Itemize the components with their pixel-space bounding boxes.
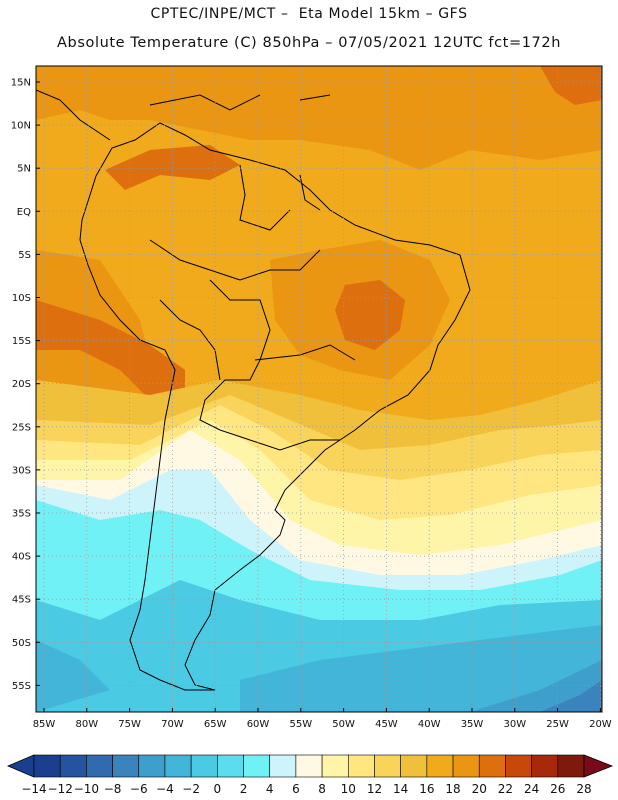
colorbar-swatch xyxy=(59,754,87,778)
colorbar-label: 2 xyxy=(240,782,248,796)
colorbar-swatch xyxy=(217,754,244,778)
longitude-label: 80W xyxy=(75,719,98,730)
longitude-label: 60W xyxy=(247,719,270,730)
colorbar-label: −8 xyxy=(104,782,122,796)
colorbar-label: 24 xyxy=(524,782,539,796)
colorbar xyxy=(6,754,614,778)
longitude-labels: 85W 80W 75W 70W 65W 60W 55W 50W 45W 40W 35W 30W 25W 2… xyxy=(33,708,612,730)
longitude-label: 20W xyxy=(589,719,612,730)
latitude-label: 15N xyxy=(11,78,31,89)
colorbar-label: 20 xyxy=(472,782,487,796)
colorbar-swatch xyxy=(452,754,480,778)
colorbar-label: −14 xyxy=(21,782,46,796)
colorbar-swatch xyxy=(138,754,166,778)
map-title: CPTEC/INPE/MCT – Eta Model 15km – GFS xyxy=(150,6,468,22)
latitude-label: 35S xyxy=(12,509,31,520)
colorbar-label: 18 xyxy=(445,782,460,796)
colorbar-swatch xyxy=(33,754,61,778)
longitude-label: 70W xyxy=(161,719,184,730)
colorbar-label: 26 xyxy=(550,782,565,796)
latitude-label: 15S xyxy=(12,336,31,347)
longitude-label: 30W xyxy=(503,719,526,730)
longitude-label: 40W xyxy=(418,719,441,730)
colorbar-label: 10 xyxy=(341,782,356,796)
map-frame xyxy=(35,65,603,713)
map-subtitle: Absolute Temperature (C) 850hPa – 07/05/… xyxy=(57,35,561,51)
longitude-label: 55W xyxy=(289,719,312,730)
temperature-field xyxy=(36,66,602,712)
colorbar-swatch xyxy=(321,754,349,778)
colorbar-max-arrow xyxy=(583,754,614,778)
colorbar-swatch xyxy=(557,754,585,778)
latitude-labels: 15N 10N 5N EQ 5S 10S 15S 20S 25S 30S 35S 40S 45S 50S 5… xyxy=(11,78,40,692)
colorbar-label: −4 xyxy=(156,782,174,796)
colorbar-label: 16 xyxy=(419,782,434,796)
colorbar-swatch xyxy=(426,754,454,778)
colorbar-swatch xyxy=(190,754,218,778)
longitude-label: 85W xyxy=(33,719,56,730)
latitude-label: 20S xyxy=(12,379,31,390)
longitude-label: 75W xyxy=(118,719,141,730)
latitude-label: 25S xyxy=(12,422,31,433)
colorbar-label: 4 xyxy=(266,782,274,796)
latitude-label: 10S xyxy=(12,293,31,304)
longitude-label: 35W xyxy=(461,719,484,730)
latitude-label: 10N xyxy=(11,121,31,132)
colorbar-label: 28 xyxy=(576,782,591,796)
latitude-label: 5N xyxy=(17,164,31,175)
colorbar-min-arrow xyxy=(6,754,35,778)
latitude-label: 55S xyxy=(12,681,31,692)
colorbar-swatch xyxy=(374,754,401,778)
latitude-label: 30S xyxy=(12,465,31,476)
colorbar-swatch xyxy=(86,754,113,778)
latitude-label: 50S xyxy=(12,638,31,649)
colorbar-label: 14 xyxy=(393,782,408,796)
colorbar-label: −2 xyxy=(182,782,200,796)
colorbar-label: −6 xyxy=(130,782,148,796)
colorbar-swatch xyxy=(295,754,323,778)
coastlines xyxy=(36,89,471,691)
colorbar-swatch xyxy=(243,754,271,778)
colorbar-swatch xyxy=(347,754,375,778)
colorbar-swatch xyxy=(164,754,192,778)
colorbar-label: 0 xyxy=(214,782,222,796)
longitude-label: 65W xyxy=(204,719,227,730)
colorbar-swatch xyxy=(269,754,297,778)
colorbar-labels: −14 −12 −10 −8 −6 −4 −2 0 2 4 6 8 10 12 14 16 18 20 22 24 26… xyxy=(21,782,591,796)
latitude-label: 40S xyxy=(12,552,31,563)
colorbar-swatch xyxy=(531,754,559,778)
colorbar-swatch xyxy=(400,754,428,778)
colorbar-label: −10 xyxy=(74,782,99,796)
colorbar-label: 12 xyxy=(367,782,382,796)
colorbar-label: 6 xyxy=(292,782,300,796)
colorbar-swatch xyxy=(505,754,532,778)
colorbar-swatch xyxy=(112,754,140,778)
longitude-label: 45W xyxy=(375,719,398,730)
colorbar-label: 8 xyxy=(318,782,326,796)
longitude-label: 50W xyxy=(332,719,355,730)
latitude-label: 45S xyxy=(12,595,31,606)
colorbar-swatch xyxy=(478,754,506,778)
longitude-label: 25W xyxy=(546,719,569,730)
latitude-label: 5S xyxy=(18,250,31,261)
latitude-label: EQ xyxy=(17,207,31,218)
colorbar-label: −12 xyxy=(48,782,73,796)
colorbar-label: 22 xyxy=(498,782,513,796)
